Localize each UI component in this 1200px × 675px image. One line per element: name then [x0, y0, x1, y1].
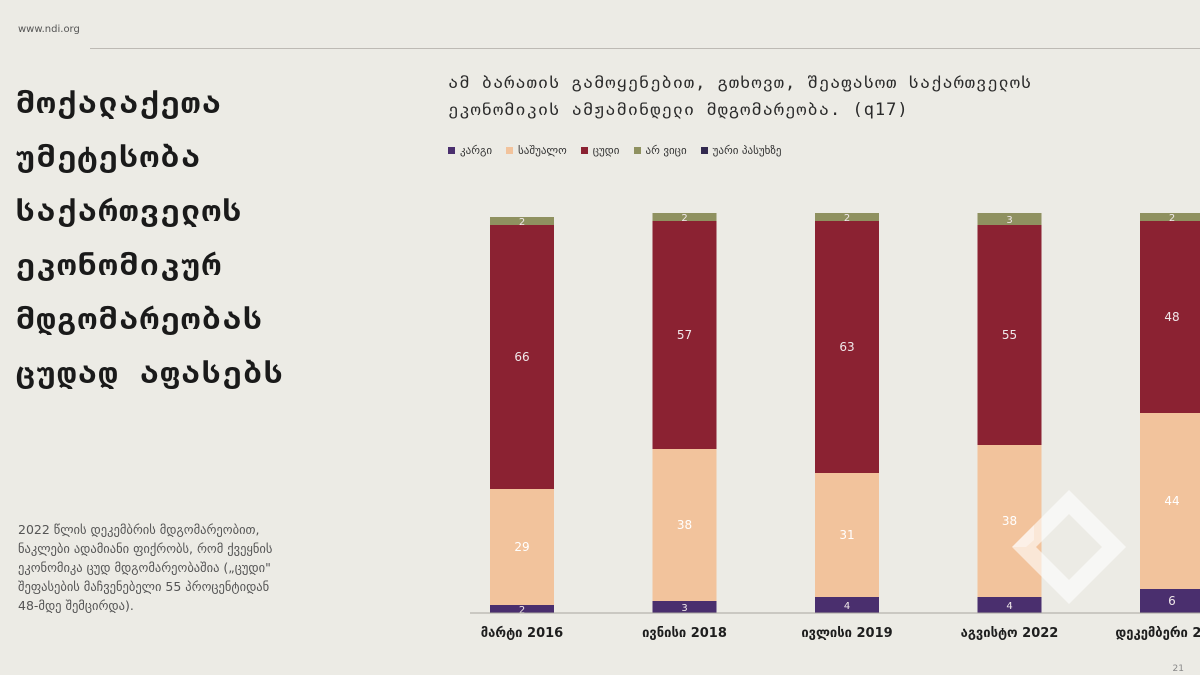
x-tick-label: დეკემბერი 2022 — [1115, 626, 1200, 641]
data-label: 2 — [519, 605, 525, 616]
bar-segment — [1140, 213, 1200, 221]
x-tick-label: ივნისი 2018 — [642, 626, 727, 641]
bar-segment — [815, 597, 879, 613]
header-divider — [90, 48, 1200, 49]
data-label: 2 — [519, 217, 525, 228]
bar-segment — [815, 221, 879, 473]
data-label: 2 — [844, 213, 850, 224]
legend-label: კარგი — [460, 144, 493, 157]
legend-label: საშუალო — [518, 144, 567, 157]
data-label: 55 — [1002, 328, 1017, 342]
legend-label: ცუდი — [592, 144, 620, 157]
data-label: 2 — [681, 213, 687, 224]
bar-segment — [652, 601, 717, 613]
bar-segment — [1140, 413, 1200, 589]
legend-item: საშუალო — [506, 144, 567, 157]
x-tick-label: ივლისი 2019 — [801, 626, 892, 641]
chart-title: ამ ბარათის გამოყენებით, გთხოვთ, შეაფასოთ… — [448, 73, 1033, 120]
bar-segment — [815, 473, 879, 597]
bar-segment — [652, 449, 717, 601]
data-label: 63 — [839, 340, 854, 354]
data-label: 29 — [514, 540, 529, 554]
legend-label: უარი პასუხზე — [712, 144, 782, 157]
bar-segment — [977, 213, 1042, 225]
bar-segment — [490, 225, 554, 489]
bar-segment — [1140, 589, 1200, 613]
bar-segment — [977, 225, 1042, 445]
bar-segment — [977, 445, 1042, 597]
bar-segment — [490, 605, 554, 613]
data-label: 31 — [839, 528, 854, 542]
legend-swatch — [633, 147, 641, 154]
x-tick-label: აგვისტო 2022 — [961, 626, 1059, 641]
site-url[interactable]: www.ndi.org — [18, 24, 80, 35]
legend-label: არ ვიცი — [645, 144, 687, 157]
watermark-diamond-icon — [1012, 490, 1126, 604]
bar-segment — [652, 213, 717, 221]
data-label: 3 — [681, 603, 687, 614]
data-label: 48 — [1164, 310, 1179, 324]
bar-segment — [977, 597, 1042, 613]
data-label: 57 — [677, 328, 692, 342]
data-label: 38 — [677, 518, 692, 532]
legend-swatch — [580, 147, 588, 154]
legend-item: ცუდი — [580, 144, 620, 157]
data-label: 44 — [1164, 494, 1179, 508]
headline: მოქალაქეთა უმეტესობა საქართველოს ეკონომი… — [16, 85, 285, 391]
data-label: 4 — [844, 601, 850, 612]
legend-swatch — [700, 147, 708, 154]
data-label: 38 — [1002, 514, 1017, 528]
x-tick-label: მარტი 2016 — [481, 626, 563, 641]
legend-item: კარგი — [448, 144, 492, 157]
bar-segment — [1140, 221, 1200, 413]
legend-item: არ ვიცი — [633, 144, 687, 157]
page-number: 21 — [1172, 664, 1184, 674]
legend-item: უარი პასუხზე — [700, 144, 782, 157]
bar-segment — [815, 213, 879, 221]
chart-legend: კარგი საშუალო ცუდი არ ვიცი უარი პასუხზე — [448, 144, 781, 157]
data-label: 4 — [1006, 601, 1012, 612]
bar-segment — [490, 217, 554, 225]
bar-segment — [652, 221, 717, 449]
legend-swatch — [448, 147, 455, 154]
legend-swatch — [506, 147, 514, 154]
summary-note: 2022 წლის დეკემბრის მდგომარეობით, ნაკლებ… — [18, 522, 273, 613]
data-label: 66 — [514, 350, 529, 364]
bar-segment — [490, 489, 554, 605]
data-label: 3 — [1006, 215, 1012, 226]
data-label: 6 — [1168, 594, 1176, 608]
data-label: 2 — [1169, 213, 1175, 224]
